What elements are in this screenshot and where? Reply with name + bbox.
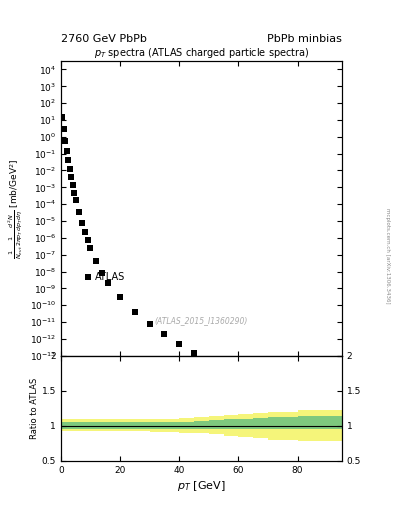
ATLAS bbox=[192, 350, 196, 356]
ATLAS bbox=[162, 331, 167, 337]
Text: (ATLAS_2015_I1360290): (ATLAS_2015_I1360290) bbox=[155, 316, 248, 325]
ATLAS bbox=[147, 321, 152, 327]
ATLAS bbox=[118, 294, 123, 300]
ATLAS bbox=[73, 197, 78, 203]
ATLAS bbox=[132, 309, 137, 315]
ATLAS bbox=[63, 138, 68, 144]
Text: mcplots.cern.ch [arXiv:1306.3436]: mcplots.cern.ch [arXiv:1306.3436] bbox=[385, 208, 389, 304]
ATLAS bbox=[79, 220, 84, 226]
ATLAS bbox=[62, 126, 66, 132]
ATLAS bbox=[70, 182, 75, 188]
ATLAS bbox=[106, 280, 110, 286]
ATLAS bbox=[60, 114, 65, 120]
ATLAS bbox=[88, 245, 93, 251]
Title: $p_T$ spectra (ATLAS charged particle spectra): $p_T$ spectra (ATLAS charged particle sp… bbox=[94, 46, 309, 60]
ATLAS bbox=[64, 147, 69, 154]
ATLAS bbox=[66, 157, 71, 163]
Y-axis label: $\frac{1}{N_{evt}}\frac{1}{2\pi p_T}\frac{d^2N}{dp_T d\eta}$ [mb/GeV$^2$]: $\frac{1}{N_{evt}}\frac{1}{2\pi p_T}\fra… bbox=[7, 158, 26, 259]
ATLAS bbox=[100, 270, 105, 276]
X-axis label: $p_T$ [GeV]: $p_T$ [GeV] bbox=[177, 479, 226, 493]
ATLAS bbox=[236, 371, 241, 377]
ATLAS bbox=[85, 238, 90, 244]
ATLAS bbox=[69, 174, 73, 180]
ATLAS bbox=[76, 209, 81, 215]
Y-axis label: Ratio to ATLAS: Ratio to ATLAS bbox=[30, 378, 39, 439]
ATLAS bbox=[221, 365, 226, 371]
Legend: ATLAS: ATLAS bbox=[80, 268, 130, 286]
Text: PbPb minbias: PbPb minbias bbox=[267, 33, 342, 44]
ATLAS bbox=[266, 383, 270, 390]
ATLAS bbox=[206, 358, 211, 364]
ATLAS bbox=[177, 341, 182, 347]
ATLAS bbox=[72, 190, 77, 196]
ATLAS bbox=[295, 395, 300, 401]
ATLAS bbox=[94, 259, 99, 265]
ATLAS bbox=[68, 166, 72, 172]
Text: 2760 GeV PbPb: 2760 GeV PbPb bbox=[61, 33, 147, 44]
ATLAS bbox=[325, 407, 329, 413]
ATLAS bbox=[82, 229, 87, 235]
Line: ATLAS: ATLAS bbox=[60, 114, 330, 413]
